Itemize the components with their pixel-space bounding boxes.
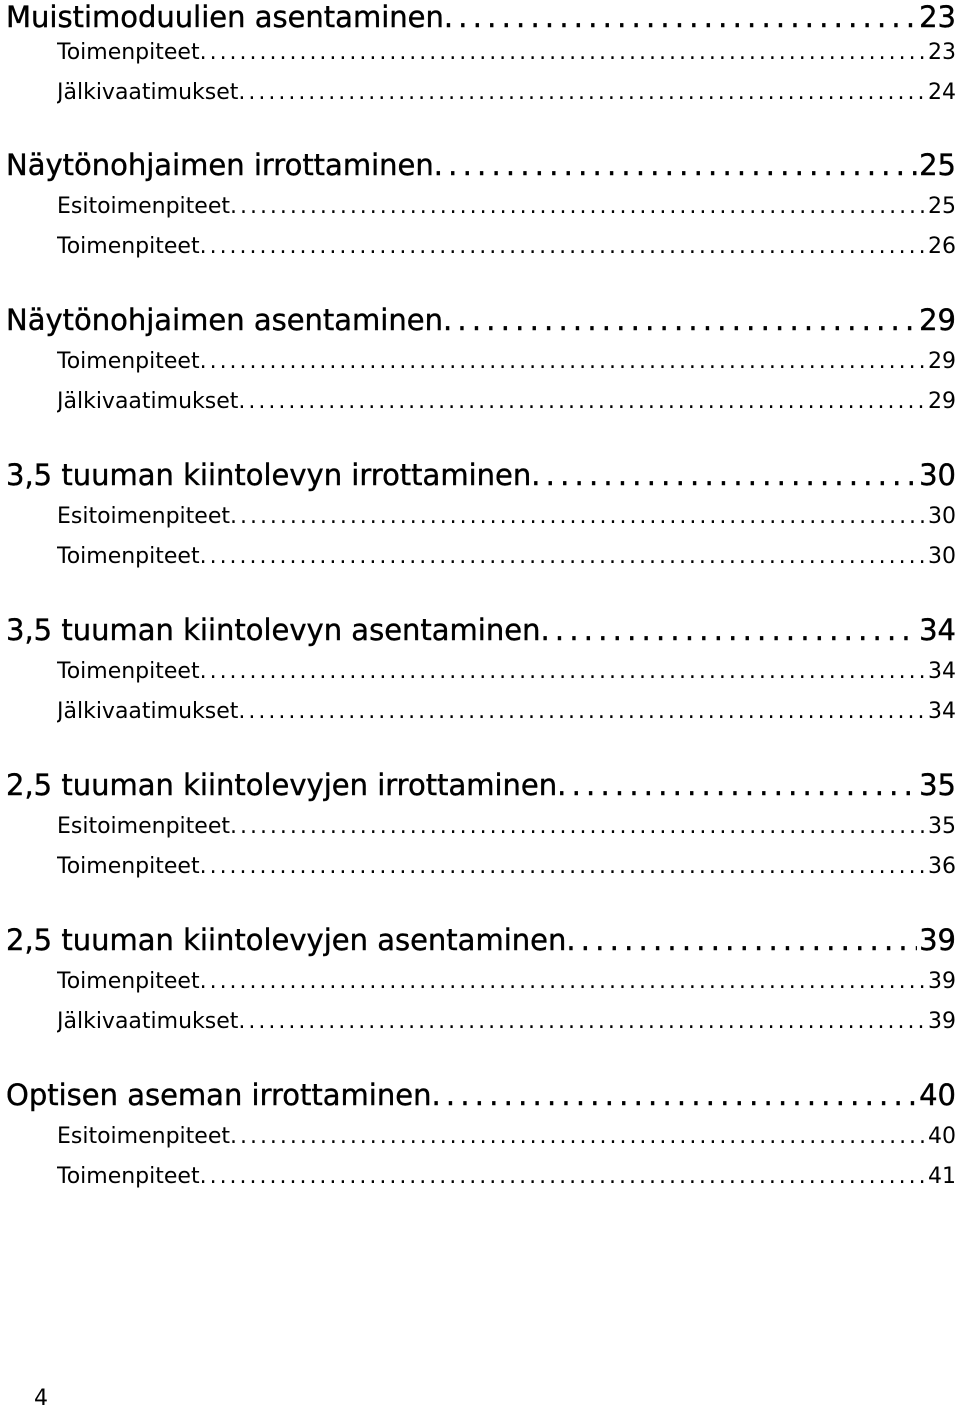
toc-entry-page: 39	[928, 1009, 956, 1034]
toc-entry-page: 40	[919, 1078, 956, 1112]
toc-section-entry[interactable]: Esitoimenpiteet 25	[57, 194, 956, 224]
toc-entry-page: 23	[928, 40, 956, 65]
toc-entry-title: Näytönohjaimen asentaminen	[6, 303, 443, 337]
toc-entry-title: Näytönohjaimen irrottaminen	[6, 148, 434, 182]
dot-leader	[431, 1078, 917, 1112]
toc-entry-title: 2,5 tuuman kiintolevyjen asentaminen	[6, 923, 567, 957]
toc-entry-page: 29	[928, 389, 956, 414]
dot-leader	[230, 1124, 926, 1149]
toc-entry-title: Toimenpiteet	[57, 349, 200, 374]
dot-leader	[200, 969, 926, 994]
dot-leader	[444, 0, 917, 34]
toc-entry-title: Esitoimenpiteet	[57, 1124, 230, 1149]
toc-section-entry[interactable]: Toimenpiteet 36	[57, 854, 956, 884]
toc-section-entry[interactable]: Toimenpiteet 39	[57, 969, 956, 999]
toc-entry-page: 36	[928, 854, 956, 879]
toc-entry-page: 40	[928, 1124, 956, 1149]
dot-leader	[230, 504, 926, 529]
toc-entry-page: 34	[919, 613, 956, 647]
dot-leader	[434, 148, 917, 182]
toc-section-entry[interactable]: Esitoimenpiteet 35	[57, 814, 956, 844]
page-number: 4	[34, 1386, 48, 1411]
toc-entry-title: Optisen aseman irrottaminen	[6, 1078, 432, 1112]
dot-leader	[540, 613, 917, 647]
dot-leader	[557, 768, 917, 802]
toc-entry-page: 26	[928, 234, 956, 259]
toc-entry-page: 29	[928, 349, 956, 374]
toc-section-entry[interactable]: Esitoimenpiteet 30	[57, 504, 956, 534]
toc-entry-page: 41	[928, 1164, 956, 1189]
toc-entry-title: Toimenpiteet	[57, 854, 200, 879]
toc-section-entry[interactable]: Jälkivaatimukset 24	[57, 80, 956, 110]
toc-chapter-entry[interactable]: 2,5 tuuman kiintolevyjen asentaminen 39	[6, 923, 956, 963]
toc-section-entry[interactable]: Jälkivaatimukset 34	[57, 699, 956, 729]
toc-entry-page: 39	[928, 969, 956, 994]
toc-entry-title: Jälkivaatimukset	[57, 1009, 239, 1034]
dot-leader	[200, 1164, 926, 1189]
toc-entry-title: Toimenpiteet	[57, 1164, 200, 1189]
toc-chapter-entry[interactable]: 2,5 tuuman kiintolevyjen irrottaminen 35	[6, 768, 956, 808]
toc-chapter-entry[interactable]: Optisen aseman irrottaminen 40	[6, 1078, 956, 1118]
toc-entry-title: Esitoimenpiteet	[57, 194, 230, 219]
dot-leader	[200, 854, 926, 879]
toc-section-entry[interactable]: Esitoimenpiteet 40	[57, 1124, 956, 1154]
toc-section-entry[interactable]: Toimenpiteet 29	[57, 349, 956, 379]
toc-entry-page: 35	[928, 814, 956, 839]
toc-entry-title: 2,5 tuuman kiintolevyjen irrottaminen	[6, 768, 558, 802]
dot-leader	[200, 544, 926, 569]
dot-leader	[531, 458, 917, 492]
toc-entry-title: Muistimoduulien asentaminen	[6, 0, 444, 34]
toc-entry-title: Toimenpiteet	[57, 969, 200, 994]
toc-entry-title: Jälkivaatimukset	[57, 389, 239, 414]
dot-leader	[200, 349, 926, 374]
toc-entry-page: 35	[919, 768, 956, 802]
toc-chapter-entry[interactable]: 3,5 tuuman kiintolevyn asentaminen 34	[6, 613, 956, 653]
toc-entry-page: 34	[928, 659, 956, 684]
toc-section-entry[interactable]: Toimenpiteet 26	[57, 234, 956, 264]
dot-leader	[200, 40, 926, 65]
toc-entry-page: 24	[928, 80, 956, 105]
dot-leader	[230, 814, 926, 839]
dot-leader	[566, 923, 917, 957]
dot-leader	[200, 234, 926, 259]
toc-entry-page: 30	[928, 504, 956, 529]
toc-entry-page: 23	[919, 0, 956, 34]
toc-chapter-entry[interactable]: Näytönohjaimen irrottaminen 25	[6, 148, 956, 188]
toc-entry-title: Toimenpiteet	[57, 659, 200, 684]
toc-chapter-entry[interactable]: Muistimoduulien asentaminen 23	[6, 0, 956, 40]
toc-chapter-entry[interactable]: 3,5 tuuman kiintolevyn irrottaminen 30	[6, 458, 956, 498]
toc-section-entry[interactable]: Toimenpiteet 41	[57, 1164, 956, 1194]
toc-entry-title: Jälkivaatimukset	[57, 699, 239, 724]
toc-chapter-entry[interactable]: Näytönohjaimen asentaminen 29	[6, 303, 956, 343]
toc-entry-page: 34	[928, 699, 956, 724]
dot-leader	[238, 1009, 926, 1034]
toc-entry-title: Esitoimenpiteet	[57, 504, 230, 529]
toc-entry-page: 25	[919, 148, 956, 182]
dot-leader	[238, 80, 926, 105]
toc-entry-title: 3,5 tuuman kiintolevyn asentaminen	[6, 613, 541, 647]
dot-leader	[238, 699, 926, 724]
toc-entry-page: 30	[919, 458, 956, 492]
toc-section-entry[interactable]: Toimenpiteet 30	[57, 544, 956, 574]
toc-entry-title: Toimenpiteet	[57, 544, 200, 569]
dot-leader	[200, 659, 926, 684]
toc-entry-title: Toimenpiteet	[57, 40, 200, 65]
toc-section-entry[interactable]: Jälkivaatimukset 39	[57, 1009, 956, 1039]
toc-entry-page: 29	[919, 303, 956, 337]
toc-entry-page: 39	[919, 923, 956, 957]
toc-entry-page: 30	[928, 544, 956, 569]
toc-section-entry[interactable]: Toimenpiteet 23	[57, 40, 956, 70]
dot-leader	[443, 303, 917, 337]
toc-entry-page: 25	[928, 194, 956, 219]
dot-leader	[238, 389, 926, 414]
toc-entry-title: Jälkivaatimukset	[57, 80, 239, 105]
dot-leader	[230, 194, 926, 219]
toc-entry-title: Esitoimenpiteet	[57, 814, 230, 839]
toc-entry-title: 3,5 tuuman kiintolevyn irrottaminen	[6, 458, 532, 492]
toc-entry-title: Toimenpiteet	[57, 234, 200, 259]
toc-section-entry[interactable]: Toimenpiteet 34	[57, 659, 956, 689]
toc-section-entry[interactable]: Jälkivaatimukset 29	[57, 389, 956, 419]
